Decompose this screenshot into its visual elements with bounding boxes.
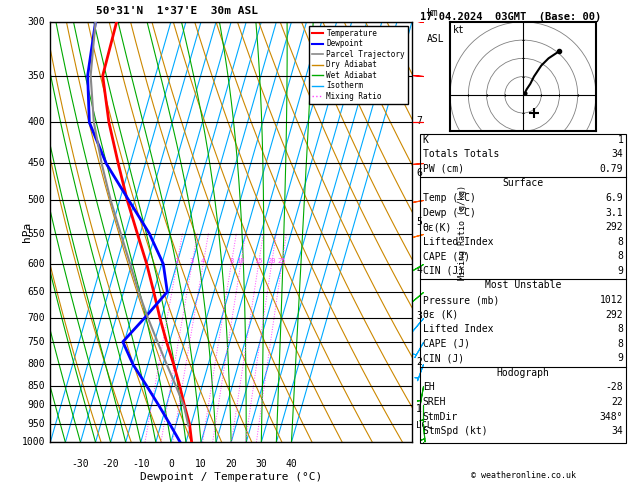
Text: CIN (J): CIN (J) bbox=[423, 266, 464, 276]
Text: 7: 7 bbox=[416, 117, 422, 126]
Text: -20: -20 bbox=[102, 459, 120, 469]
Text: 10: 10 bbox=[195, 459, 207, 469]
Text: Totals Totals: Totals Totals bbox=[423, 149, 499, 159]
Text: 4: 4 bbox=[201, 258, 205, 264]
Text: 0.79: 0.79 bbox=[600, 164, 623, 174]
Text: 750: 750 bbox=[27, 337, 45, 347]
Text: K: K bbox=[423, 135, 428, 145]
Text: Dewp (°C): Dewp (°C) bbox=[423, 208, 476, 218]
Text: 300: 300 bbox=[27, 17, 45, 27]
Text: 650: 650 bbox=[27, 287, 45, 297]
Text: θε (K): θε (K) bbox=[423, 310, 458, 320]
Text: Surface: Surface bbox=[503, 178, 543, 189]
Text: LCL: LCL bbox=[416, 421, 433, 430]
Text: 34: 34 bbox=[611, 426, 623, 436]
Text: 0: 0 bbox=[168, 459, 174, 469]
Legend: Temperature, Dewpoint, Parcel Trajectory, Dry Adiabat, Wet Adiabat, Isotherm, Mi: Temperature, Dewpoint, Parcel Trajectory… bbox=[309, 26, 408, 104]
Text: 50°31'N  1°37'E  30m ASL: 50°31'N 1°37'E 30m ASL bbox=[96, 5, 258, 16]
Text: StmSpd (kt): StmSpd (kt) bbox=[423, 426, 487, 436]
Text: CIN (J): CIN (J) bbox=[423, 353, 464, 364]
Text: 292: 292 bbox=[606, 310, 623, 320]
Text: PW (cm): PW (cm) bbox=[423, 164, 464, 174]
Text: 1: 1 bbox=[618, 135, 623, 145]
Text: 900: 900 bbox=[27, 400, 45, 411]
Text: 700: 700 bbox=[27, 312, 45, 323]
Text: 3: 3 bbox=[416, 311, 422, 321]
Text: 10: 10 bbox=[237, 258, 245, 264]
Text: 550: 550 bbox=[27, 228, 45, 239]
Text: 8: 8 bbox=[618, 251, 623, 261]
Text: 6: 6 bbox=[416, 168, 422, 178]
Text: 25: 25 bbox=[277, 258, 286, 264]
Text: 348°: 348° bbox=[600, 412, 623, 422]
Text: Lifted Index: Lifted Index bbox=[423, 237, 493, 247]
Text: θε(K): θε(K) bbox=[423, 222, 452, 232]
Text: © weatheronline.co.uk: © weatheronline.co.uk bbox=[470, 471, 576, 480]
Text: Temp (°C): Temp (°C) bbox=[423, 193, 476, 203]
Text: 2: 2 bbox=[175, 258, 179, 264]
Text: 17.04.2024  03GMT  (Base: 00): 17.04.2024 03GMT (Base: 00) bbox=[420, 12, 601, 22]
Text: EH: EH bbox=[423, 382, 435, 393]
Text: 22: 22 bbox=[611, 397, 623, 407]
Text: km: km bbox=[426, 8, 438, 17]
Text: StmDir: StmDir bbox=[423, 412, 458, 422]
Text: 20: 20 bbox=[225, 459, 237, 469]
Text: Most Unstable: Most Unstable bbox=[485, 280, 561, 291]
Text: -28: -28 bbox=[606, 382, 623, 393]
Text: 9: 9 bbox=[618, 266, 623, 276]
Text: 30: 30 bbox=[255, 459, 267, 469]
Text: 6.9: 6.9 bbox=[606, 193, 623, 203]
Text: 1000: 1000 bbox=[21, 437, 45, 447]
Text: 800: 800 bbox=[27, 359, 45, 369]
Text: 2: 2 bbox=[416, 357, 422, 367]
Text: 8: 8 bbox=[618, 237, 623, 247]
Text: hPa: hPa bbox=[22, 222, 32, 242]
Text: 1: 1 bbox=[416, 403, 422, 414]
Text: 5: 5 bbox=[416, 217, 422, 227]
Text: 20: 20 bbox=[267, 258, 276, 264]
Text: CAPE (J): CAPE (J) bbox=[423, 251, 470, 261]
Text: 9: 9 bbox=[618, 353, 623, 364]
Text: 450: 450 bbox=[27, 158, 45, 169]
Text: Dewpoint / Temperature (°C): Dewpoint / Temperature (°C) bbox=[140, 472, 322, 482]
Text: 3.1: 3.1 bbox=[606, 208, 623, 218]
Text: Mixing Ratio (g/kg): Mixing Ratio (g/kg) bbox=[458, 185, 467, 279]
Text: Lifted Index: Lifted Index bbox=[423, 324, 493, 334]
Text: 4: 4 bbox=[416, 265, 422, 275]
Text: kt: kt bbox=[453, 25, 465, 35]
Text: 400: 400 bbox=[27, 117, 45, 127]
Text: 8: 8 bbox=[229, 258, 233, 264]
Text: 15: 15 bbox=[254, 258, 263, 264]
Text: SREH: SREH bbox=[423, 397, 446, 407]
Text: 600: 600 bbox=[27, 259, 45, 269]
Text: 40: 40 bbox=[286, 459, 298, 469]
Text: 1012: 1012 bbox=[600, 295, 623, 305]
Text: 850: 850 bbox=[27, 381, 45, 391]
Text: 8: 8 bbox=[618, 339, 623, 349]
Text: -30: -30 bbox=[72, 459, 89, 469]
Text: 292: 292 bbox=[606, 222, 623, 232]
Text: 350: 350 bbox=[27, 70, 45, 81]
Text: 34: 34 bbox=[611, 149, 623, 159]
Text: CAPE (J): CAPE (J) bbox=[423, 339, 470, 349]
Text: ASL: ASL bbox=[426, 35, 444, 45]
Text: 500: 500 bbox=[27, 195, 45, 205]
Text: 8: 8 bbox=[618, 324, 623, 334]
Text: 3: 3 bbox=[190, 258, 194, 264]
Text: -10: -10 bbox=[132, 459, 150, 469]
Text: Pressure (mb): Pressure (mb) bbox=[423, 295, 499, 305]
Text: Hodograph: Hodograph bbox=[496, 368, 550, 378]
Text: 950: 950 bbox=[27, 419, 45, 429]
